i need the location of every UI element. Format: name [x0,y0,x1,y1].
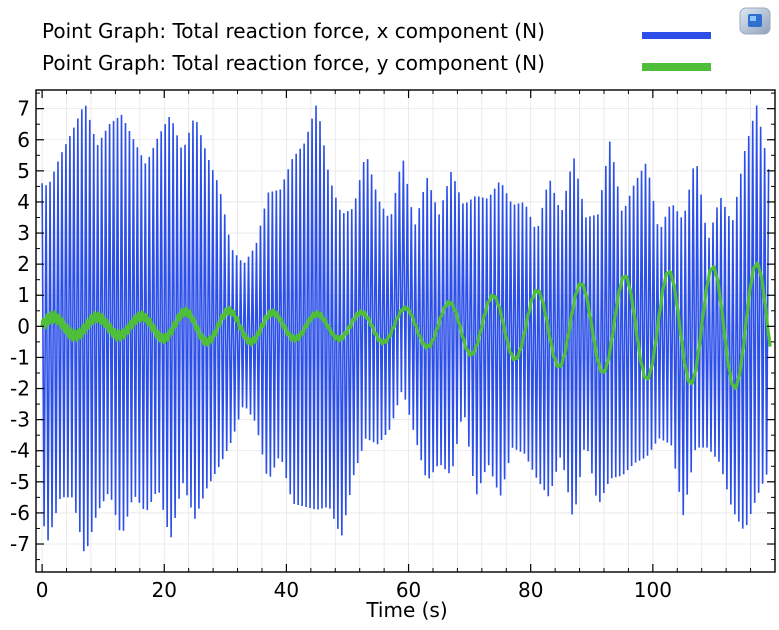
y-tick-label: 1 [17,283,30,307]
legend-swatch-x [642,32,711,39]
comsol-logo-icon [739,7,771,35]
y-tick-label: -6 [10,501,30,525]
y-tick-label: 5 [17,159,30,183]
y-tick-label: 0 [17,314,30,338]
x-tick-label: 0 [36,578,49,602]
x-tick-label: 80 [518,578,543,602]
y-tick-label: -1 [10,345,30,369]
x-tick-label: 60 [396,578,421,602]
y-tick-label: -4 [10,439,30,463]
x-tick-label: 20 [152,578,177,602]
y-tick-label: 4 [17,190,30,214]
y-tick-label: 2 [17,252,30,276]
y-tick-label: -3 [10,408,30,432]
x-tick-label: 40 [274,578,299,602]
legend: Point Graph: Total reaction force, x com… [42,19,711,75]
plot-frame [35,89,776,573]
y-tick-label: 7 [17,97,30,121]
series-line-y-component [40,261,772,390]
series-line-x-component [41,105,770,552]
legend-label-y: Point Graph: Total reaction force, y com… [42,51,545,75]
y-tick-label: -7 [10,532,30,556]
y-tick-label: 3 [17,221,30,245]
x-tick-label: 100 [634,578,672,602]
series-layer [40,105,772,552]
x-axis-label: Time (s) [365,598,447,622]
y-tick-label: -2 [10,377,30,401]
y-tick-label: 6 [17,128,30,152]
y-tick-label: -5 [10,470,30,494]
legend-label-x: Point Graph: Total reaction force, x com… [42,19,545,43]
legend-swatch-y [642,63,711,71]
